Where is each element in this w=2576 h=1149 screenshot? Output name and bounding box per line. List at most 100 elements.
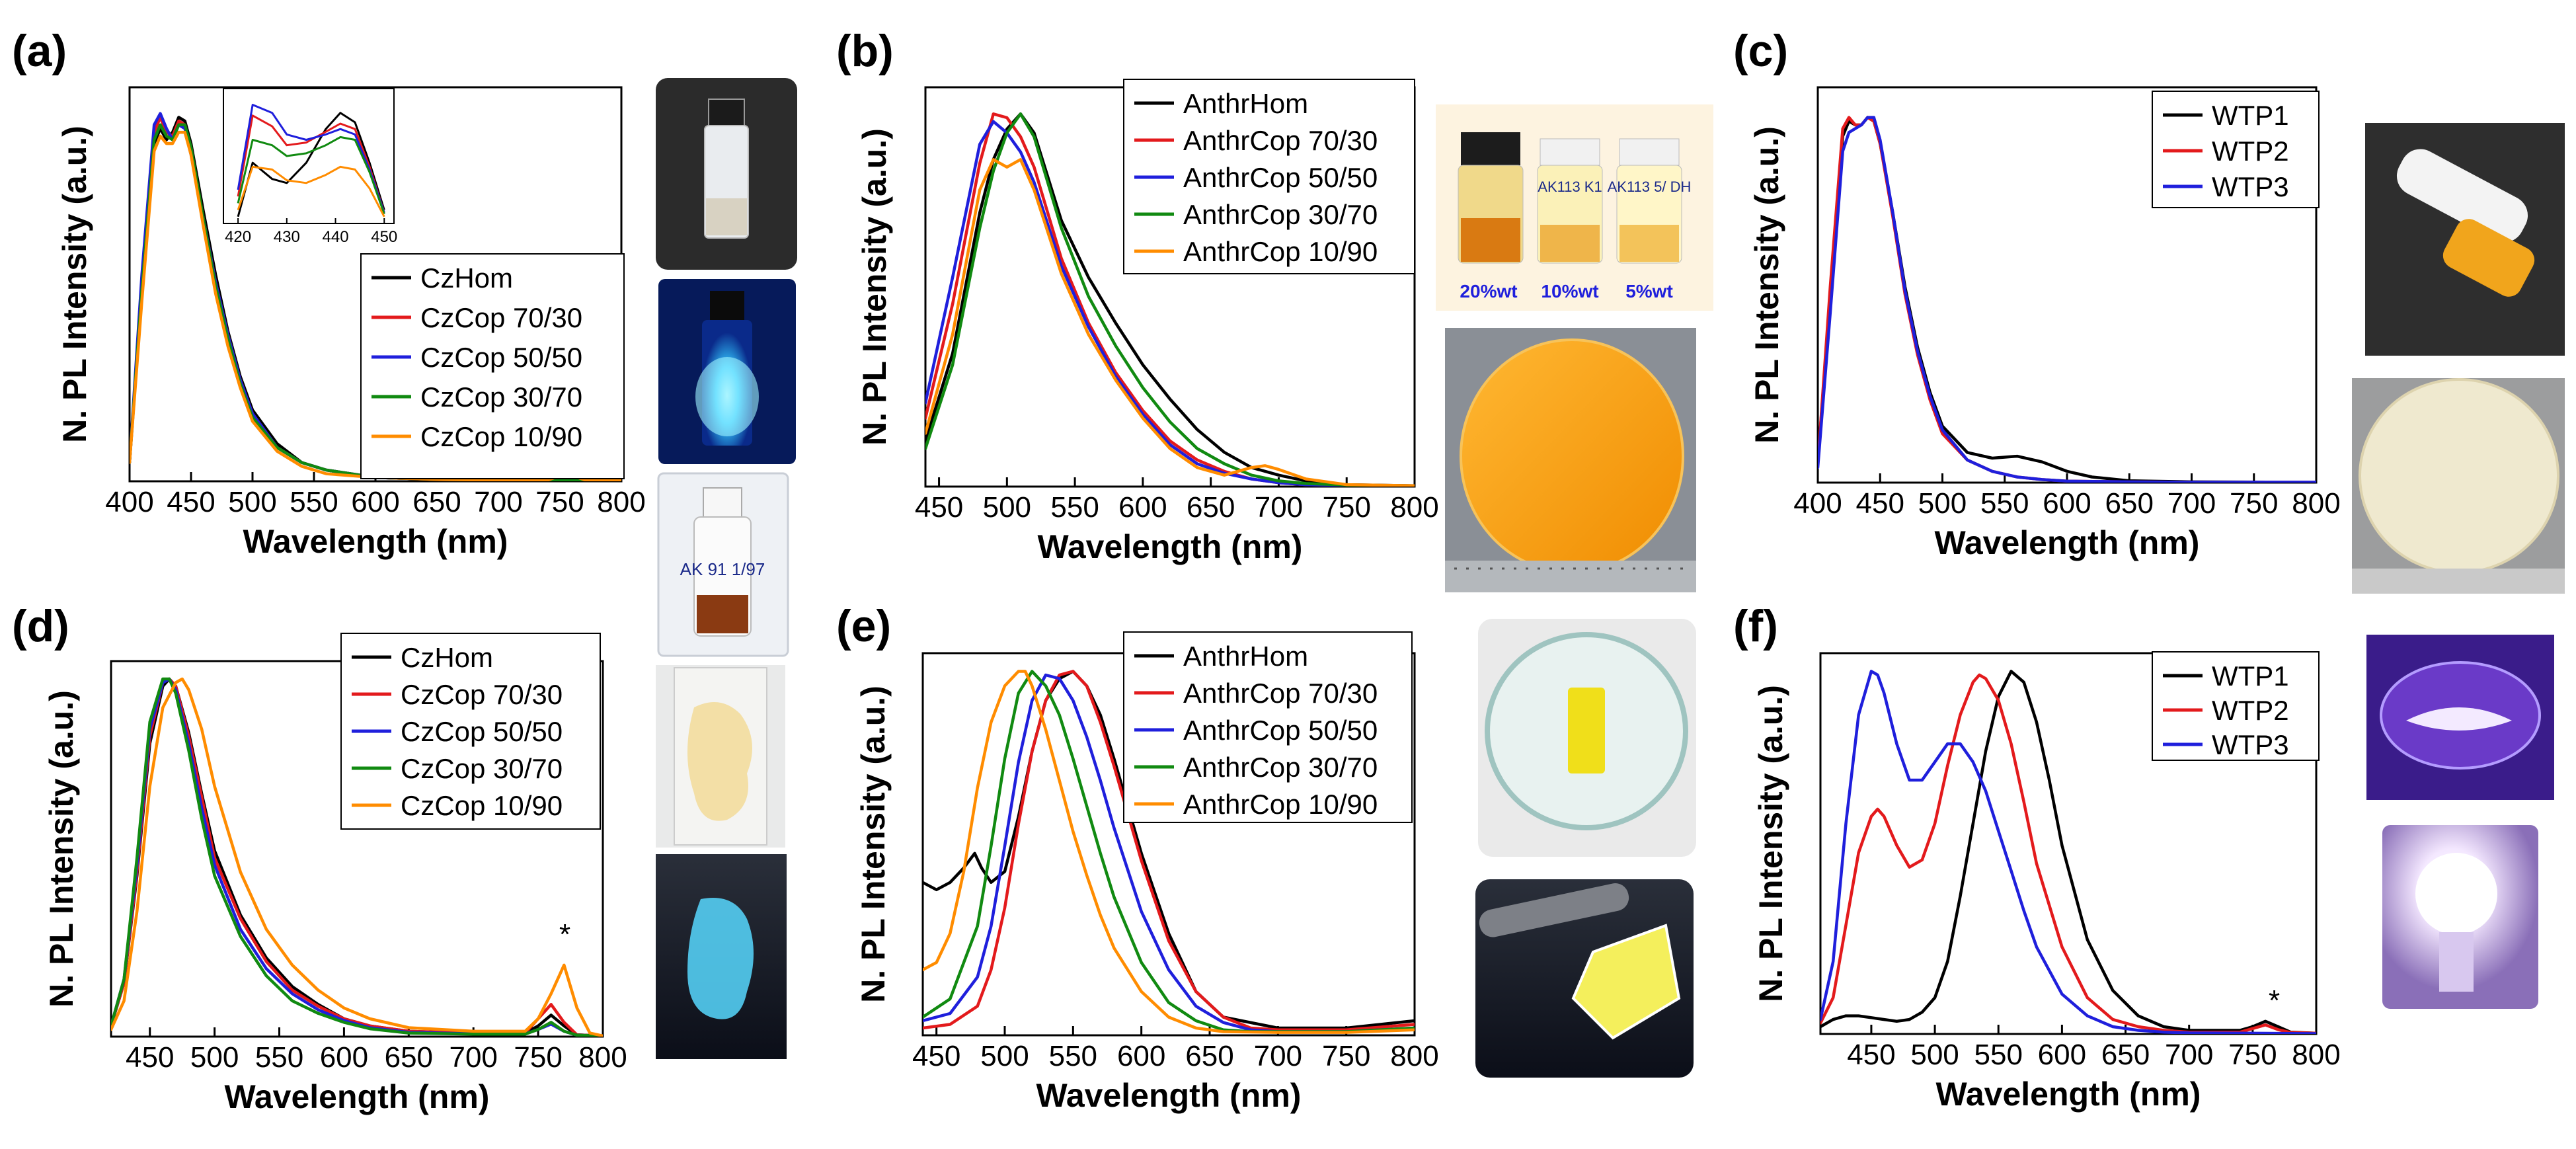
x-tick-label: 550 (1049, 1040, 1097, 1072)
y-axis-title: N. PL Intensity (a.u.) (56, 126, 93, 443)
photo-uv-dish-purple (2366, 635, 2554, 800)
x-tick-label: 650 (412, 486, 461, 518)
x-axis-title: Wavelength (nm) (1936, 1076, 2201, 1113)
x-tick-label: 800 (1390, 1040, 1438, 1072)
chart-panel-b: (b) 450 500 550 600 650 700 750 800 Wavelength (n… (836, 26, 1439, 565)
x-tick-label: 650 (1185, 1040, 1233, 1072)
photo-vial-uv-blue (658, 279, 796, 464)
x-tick-label: 500 (1918, 487, 1967, 520)
legend-label-anthrcop-10-90: AnthrCop 10/90 (1183, 236, 1378, 267)
inset-series-line-czcop-50-50 (237, 104, 385, 214)
x-tick-label: 600 (1118, 491, 1167, 524)
chart-panel-d: (d) 450 500 550 600 650 700 750 800 Wavelength (n… (12, 601, 627, 1115)
y-axis-title: N. PL Intensity (a.u.) (1748, 126, 1785, 444)
x-tick-label: 400 (1793, 487, 1842, 520)
x-axis-title: Wavelength (nm) (1935, 524, 2200, 561)
photo-vial-labeled-ak91: AK 91 1/97 (657, 472, 789, 657)
legend-box (2152, 651, 2320, 761)
legend-label-czcop-10-90: CzCop 10/90 (401, 790, 563, 821)
legend-box (1123, 631, 1413, 823)
x-tick-label: 700 (1254, 1040, 1302, 1072)
x-tick-label: 500 (983, 491, 1031, 524)
x-tick-label: 750 (2228, 1039, 2277, 1071)
y-axis-title: N. PL Intensity (a.u.) (1752, 685, 1789, 1002)
legend-label-czhom: CzHom (420, 262, 513, 294)
inset-x-tick-label: 440 (323, 228, 349, 246)
legend-label-czcop-50-50: CzCop 50/50 (420, 342, 582, 373)
x-tick-label: 400 (105, 486, 153, 518)
x-axis-title: Wavelength (nm) (1038, 528, 1303, 565)
legend-label-anthrcop-50-50: AnthrCop 50/50 (1183, 162, 1378, 193)
panel-label: (a) (12, 26, 67, 76)
y-axis-title: N. PL Intensity (a.u.) (855, 686, 892, 1003)
series-line-anthrcop-50-50 (923, 673, 1415, 1033)
vial-label-ak91: AK 91 1/97 (680, 559, 765, 579)
legend-box (360, 253, 625, 479)
x-tick-label: 600 (2038, 1039, 2086, 1071)
chart-panel-a: (a) 400 450 500 550 600 650 700 750 800 Wavelength… (12, 26, 646, 560)
x-tick-label: 550 (1974, 1039, 2023, 1071)
legend-label-anthrcop-70-30: AnthrCop 70/30 (1183, 678, 1378, 709)
series-line-czcop-10-90 (130, 130, 621, 481)
x-tick-label: 550 (1050, 491, 1099, 524)
x-tick-label: 750 (514, 1041, 562, 1074)
photo-white-led-lamp (2382, 825, 2538, 1009)
x-tick-label: 700 (1255, 491, 1303, 524)
legend-label-wtp3: WTP3 (2212, 171, 2289, 202)
photo-orange-film-disc (1445, 328, 1696, 592)
legend-label-anthrcop-10-90: AnthrCop 10/90 (1183, 789, 1378, 820)
series-line-czcop-10-90 (111, 677, 603, 1037)
series-line-wtp1 (1820, 670, 2316, 1034)
photo-white-film-disc (2352, 378, 2565, 594)
x-tick-label: 450 (915, 491, 963, 524)
x-tick-label: 750 (2230, 487, 2278, 520)
inset-x-tick-label: 420 (225, 228, 251, 246)
x-tick-label: 800 (578, 1041, 627, 1074)
photo-vial-tilted-orange (2365, 123, 2565, 356)
x-tick-label: 750 (1322, 1040, 1370, 1072)
x-tick-label: 500 (980, 1040, 1029, 1072)
panel-label: (b) (836, 26, 894, 76)
x-tick-label: 750 (1323, 491, 1371, 524)
x-tick-label: 650 (2101, 1039, 2150, 1071)
series-line-wtp3 (1820, 670, 2316, 1034)
x-tick-label: 800 (1390, 491, 1438, 524)
panel-label: (e) (836, 601, 891, 651)
legend-label-anthrhom: AnthrHom (1183, 88, 1308, 119)
legend-label-czhom: CzHom (401, 642, 493, 673)
x-tick-label: 800 (2292, 487, 2340, 520)
vial-label-ak113-k1: AK113 K1 (1538, 178, 1602, 195)
x-tick-label: 550 (290, 486, 338, 518)
inset-series-line-czhom (237, 112, 385, 218)
peak-annotation-star: * (559, 918, 570, 951)
inset-series-line-czcop-10-90 (237, 165, 385, 218)
x-axis-title: Wavelength (nm) (225, 1078, 490, 1115)
x-tick-label: 600 (351, 486, 399, 518)
x-tick-label: 600 (2043, 487, 2091, 520)
inset-x-tick-label: 450 (371, 228, 397, 246)
y-axis-title: N. PL Intensity (a.u.) (43, 690, 80, 1008)
x-tick-label: 500 (228, 486, 276, 518)
legend-label-anthrcop-50-50: AnthrCop 50/50 (1183, 715, 1378, 746)
series-line-anthrcop-10-90 (925, 158, 1415, 487)
x-tick-label: 450 (126, 1041, 174, 1074)
caption-20wt: 20%wt (1460, 281, 1517, 301)
legend-label-anthrcop-30-70: AnthrCop 30/70 (1183, 199, 1378, 230)
chart-panel-c: (c) 400 450 500 550 600 650 700 750 800 Wavelength… (1733, 26, 2341, 561)
photo-yellow-film-tweezers (1475, 879, 1694, 1078)
photo-film-slide-yellow (656, 665, 785, 848)
photo-vial-white-light (656, 78, 797, 270)
legend-label-czcop-30-70: CzCop 30/70 (401, 753, 563, 784)
legend-label-wtp1: WTP1 (2212, 660, 2289, 692)
series-line-anthrcop-50-50 (925, 120, 1415, 487)
legend-label-wtp2: WTP2 (2212, 136, 2289, 167)
x-axis-title: Wavelength (nm) (243, 523, 508, 560)
legend-label-wtp1: WTP1 (2212, 100, 2289, 131)
x-tick-label: 600 (1117, 1040, 1165, 1072)
legend-label-czcop-10-90: CzCop 10/90 (420, 421, 582, 452)
caption-5wt: 5%wt (1625, 281, 1673, 301)
legend-label-czcop-30-70: CzCop 30/70 (420, 381, 582, 413)
x-tick-label: 450 (1847, 1039, 1895, 1071)
caption-10wt: 10%wt (1541, 281, 1598, 301)
